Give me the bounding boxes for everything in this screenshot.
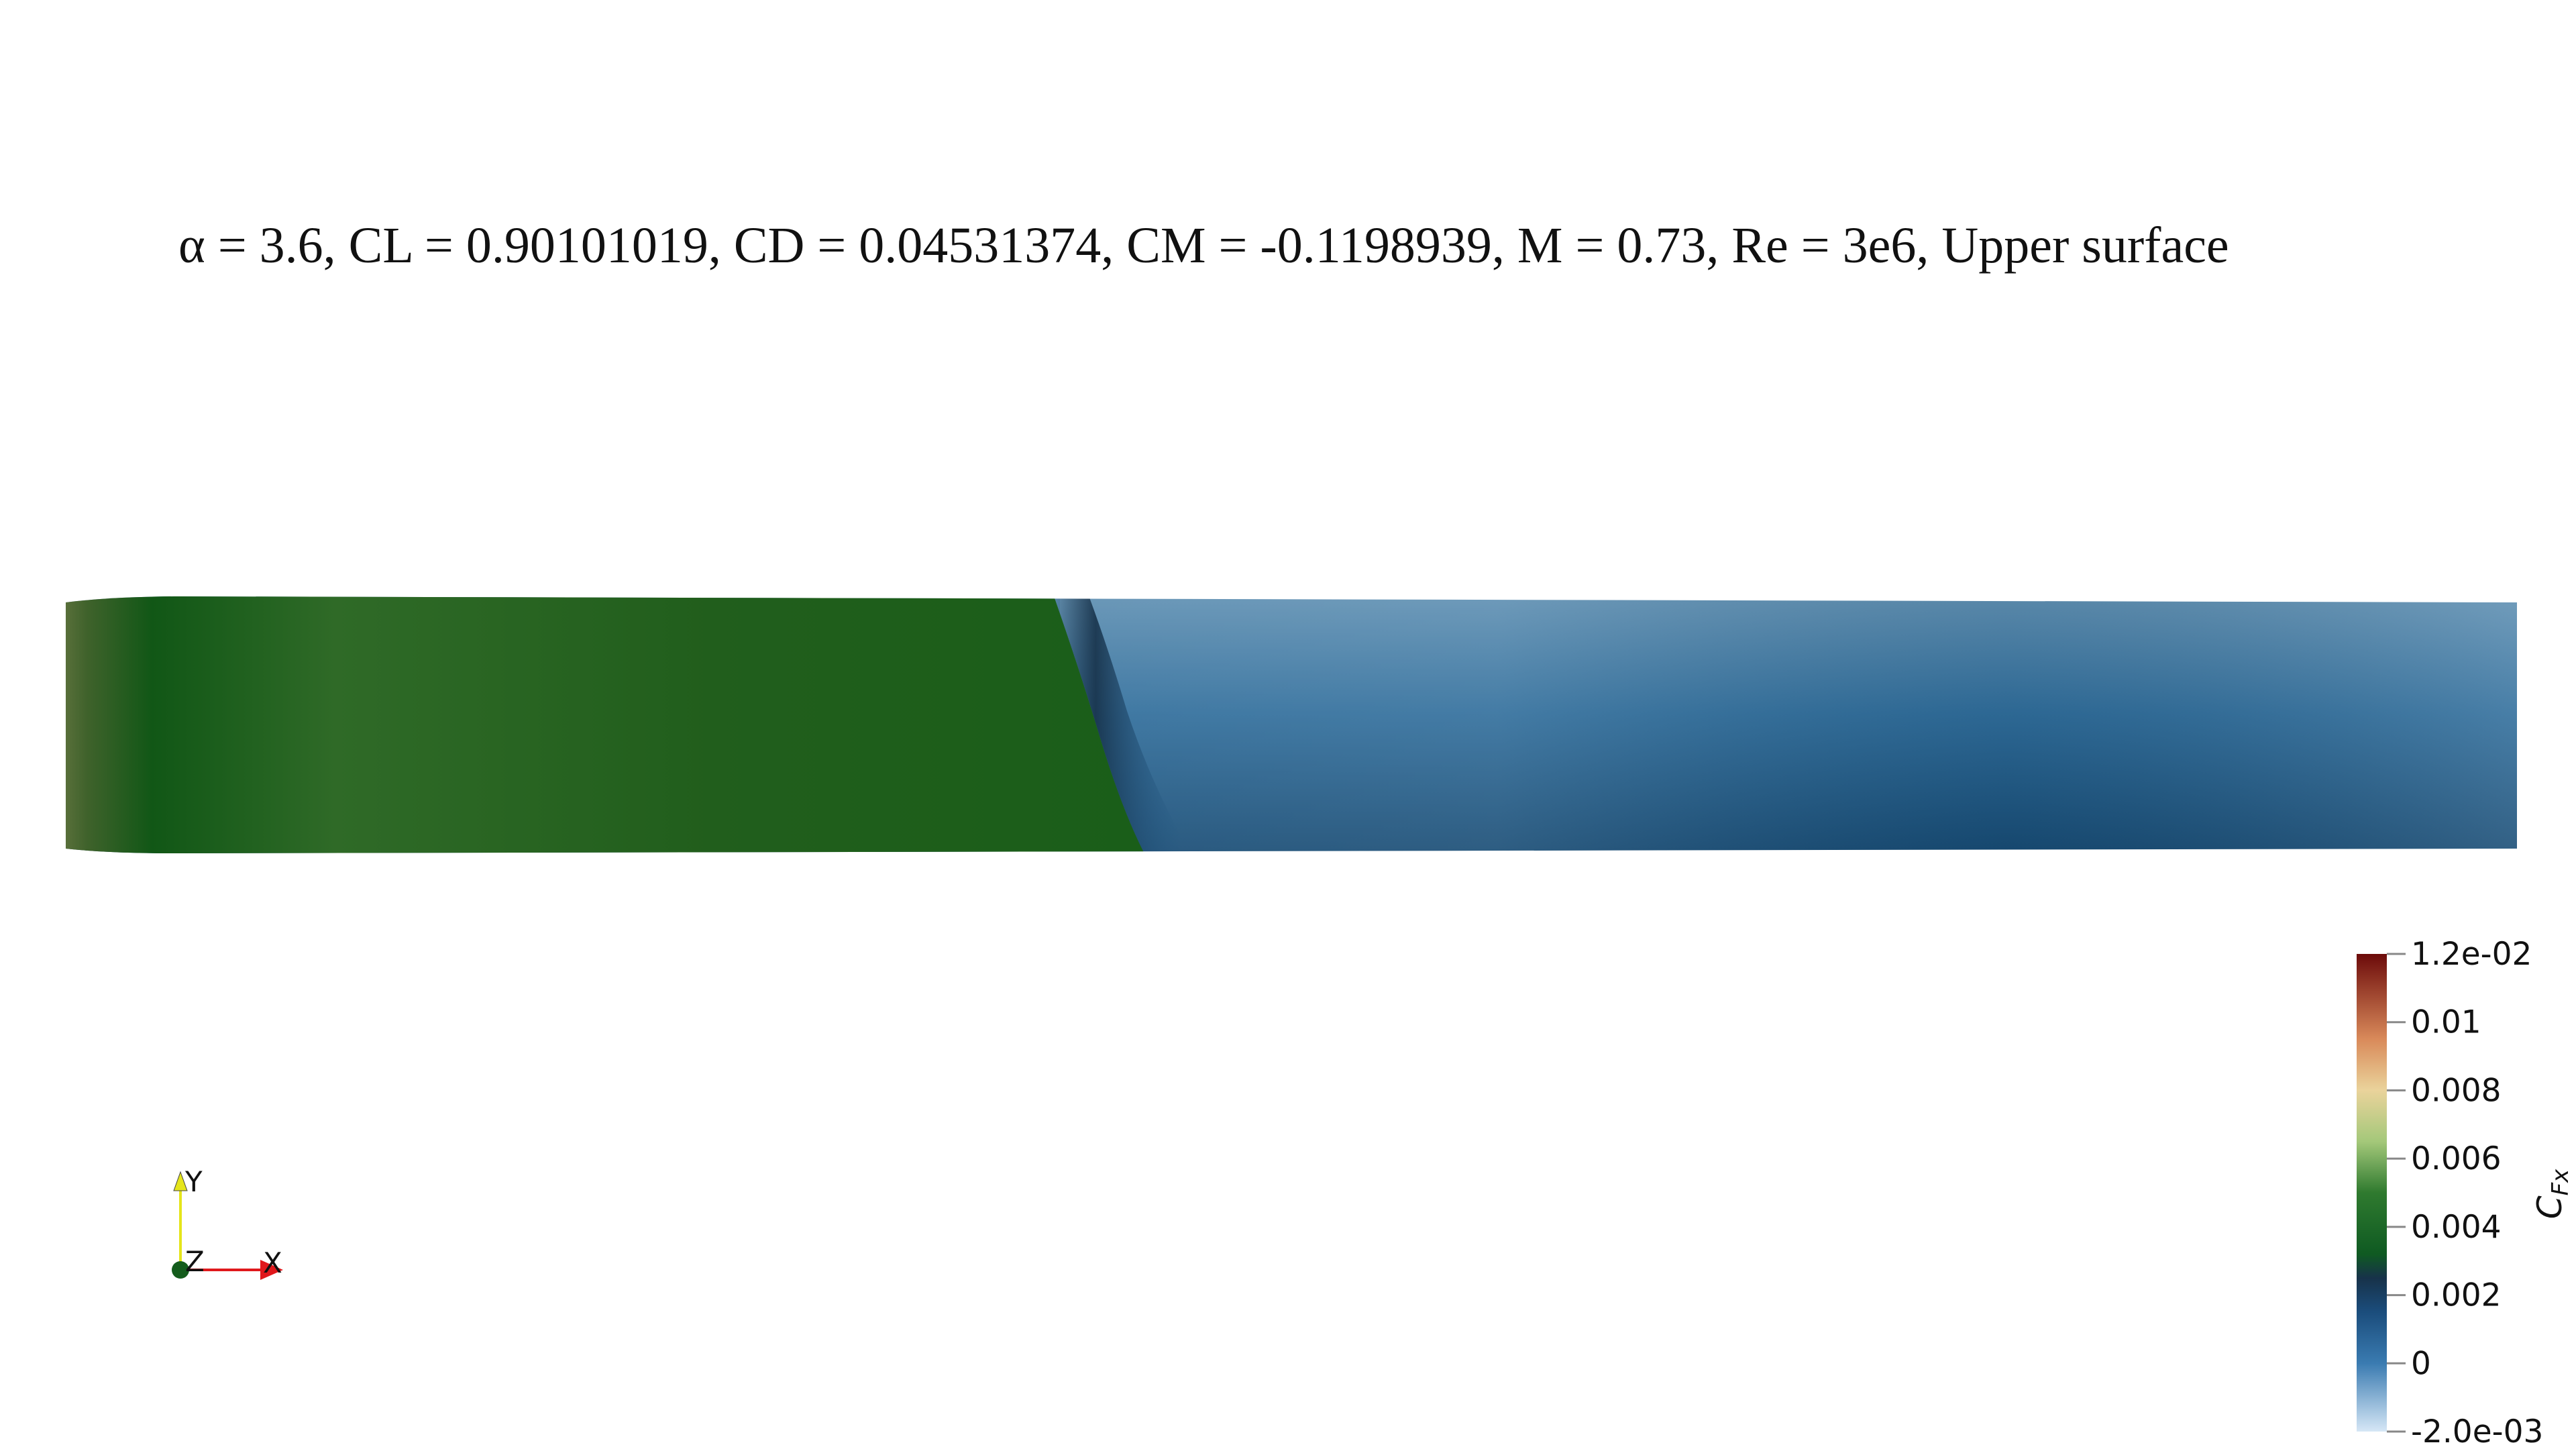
surface-blue-shading (1060, 596, 2517, 853)
colorbar-gradient (2357, 954, 2387, 1432)
colorbar-tick-label: 0.004 (2411, 1209, 2502, 1246)
colorbar-tick-label: 0.008 (2411, 1072, 2502, 1109)
surface-shock-band (1052, 596, 1194, 853)
z-axis-dot (172, 1261, 189, 1279)
x-axis-label: X (263, 1246, 282, 1279)
colorbar-title-main: C (2530, 1195, 2569, 1219)
z-axis-label: Z (185, 1245, 205, 1278)
colorbar-title-sub: Fx (2547, 1169, 2574, 1196)
colorbar-title: CFx (2530, 1169, 2574, 1219)
colorbar-tick-label: -2.0e-03 (2411, 1413, 2543, 1449)
colorbar-tick-label: 1.2e-02 (2411, 936, 2532, 973)
y-axis-label: Y (184, 1165, 203, 1198)
page-title: α = 3.6, CL = 0.90101019, CD = 0.0453137… (178, 217, 2229, 274)
colorbar-tick-label: 0 (2411, 1345, 2431, 1382)
x-axis-arrow (260, 1260, 283, 1280)
colorbar-tick-label: 0.006 (2411, 1140, 2502, 1177)
surface-green-region (66, 596, 1147, 853)
colorbar-ticks: 1.2e-02 0.01 0.008 0.006 0.004 0.002 0 -2.0e-03 (2387, 936, 2543, 1449)
colorbar-tick-label: 0.01 (2411, 1004, 2481, 1041)
y-axis-arrow (173, 1171, 188, 1191)
colorbar-tick-label: 0.002 (2411, 1277, 2502, 1314)
